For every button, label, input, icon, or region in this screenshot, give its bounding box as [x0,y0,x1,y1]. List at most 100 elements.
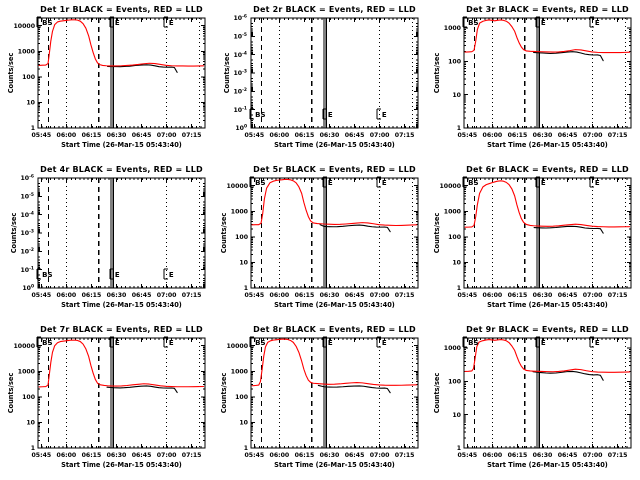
x-tick-label: 07:15 [395,132,415,139]
x-tick-label: 07:00 [370,132,390,139]
annotation-e-1: E [541,339,546,347]
x-tick-label: 06:30 [533,292,553,299]
x-tick-label: 07:15 [608,452,628,459]
y-tick-label: 10-6 [233,14,247,23]
x-tick-label: 05:45 [31,292,51,299]
annotation-e-1-bracket [322,176,327,188]
panel-title: Det 5r BLACK = Events, RED = LLD [253,165,416,174]
y-tick-label: 10-4 [20,210,34,219]
x-tick-label: 06:30 [533,452,553,459]
annotation-e-1: E [328,179,333,187]
x-tick-label: 06:45 [558,292,578,299]
y-tick-label: 10-3 [20,229,34,238]
annotation-e-2-bracket [376,176,381,188]
annotation-e-1-bracket [322,336,327,348]
plot-frame [37,17,206,129]
x-tick-label: 06:00 [57,452,77,459]
x-tick-label: 06:30 [533,132,553,139]
series-events [317,384,391,394]
x-tick-label: 07:00 [157,132,177,139]
y-tick-label: 10 [452,412,461,419]
annotation-e-2: E [382,111,387,119]
x-tick-label: 06:45 [345,132,365,139]
x-tick-label: 06:00 [270,452,290,459]
y-tick-label: 10-5 [20,192,34,201]
x-tick-label: 06:00 [483,132,503,139]
y-tick-label: 10-5 [233,32,247,41]
annotation-e-1-bracket [535,16,540,28]
panel-det-3: Det 3r BLACK = Events, RED = LLD 05:45 06:… [426,0,639,160]
y-tick-label: 1 [457,445,461,452]
annotation-bs: BS [42,271,52,279]
series-lld [38,339,205,388]
y-tick-label: 1000 [444,345,462,352]
x-tick-label: 07:00 [157,292,177,299]
series-lld [464,180,631,228]
y-axis-label: Counts/sec [7,53,15,94]
x-tick-label: 07:15 [182,132,202,139]
annotation-e-2: E [382,179,387,187]
annotation-e-1-bracket [109,268,114,280]
panel-title: Det 1r BLACK = Events, RED = LLD [40,5,203,14]
x-tick-label: 07:00 [157,452,177,459]
y-axis-label: Counts/sec [7,373,15,414]
panel-det-8: Det 8r BLACK = Events, RED = LLD 05:45 06:… [213,320,426,480]
plot-frame [250,337,419,449]
x-tick-label: 07:15 [395,452,415,459]
annotation-e-2-bracket [589,336,594,348]
annotation-e-2-bracket [376,108,381,120]
annotation-bs-bracket [462,16,468,28]
annotation-bs: BS [42,19,52,27]
y-tick-label: 1000 [18,48,36,55]
x-tick-label: 05:45 [244,292,264,299]
x-tick-label: 06:45 [132,292,152,299]
y-tick-label: 10-4 [233,50,247,59]
x-tick-label: 07:15 [608,132,628,139]
y-tick-label: 10 [452,260,461,267]
annotation-e-1-bracket [322,108,327,120]
panel-title: Det 6r BLACK = Events, RED = LLD [466,165,629,174]
y-tick-label: 10000 [13,343,35,350]
y-tick-label: 100 [22,284,34,293]
annotation-e-2-bracket [589,176,594,188]
annotation-e-2-bracket [376,336,381,348]
y-tick-label: 1 [31,125,35,132]
y-tick-label: 1000 [231,208,249,215]
x-axis-label: Start Time (26-Mar-15 05:43:40) [487,461,608,469]
annotation-bs: BS [468,339,478,347]
panel-title: Det 4r BLACK = Events, RED = LLD [40,165,203,174]
x-tick-label: 06:15 [295,452,315,459]
annotation-bs-bracket [462,336,468,348]
x-tick-label: 06:30 [107,292,127,299]
series-events [532,370,604,381]
x-tick-label: 05:45 [244,452,264,459]
x-tick-label: 06:45 [558,132,578,139]
y-tick-label: 10-1 [233,105,247,114]
x-tick-label: 06:00 [270,132,290,139]
annotation-bs-bracket [36,16,42,28]
panel-det-4: Det 4r BLACK = Events, RED = LLD 05:45 06:… [0,160,213,320]
x-tick-label: 06:30 [107,132,127,139]
y-tick-label: 100 [448,379,462,386]
x-axis-label: Start Time (26-Mar-15 05:43:40) [274,141,395,149]
annotation-e-1: E [115,271,120,279]
x-tick-label: 05:45 [31,132,51,139]
annotation-e-1-bracket [535,336,540,348]
x-tick-label: 06:00 [270,292,290,299]
x-tick-label: 06:45 [132,132,152,139]
series-lld [251,178,418,227]
annotation-e-2-bracket [589,16,594,28]
plot-frame [250,177,419,289]
x-tick-label: 06:15 [295,292,315,299]
y-tick-label: 10 [239,260,248,267]
x-tick-label: 06:00 [483,452,503,459]
y-tick-label: 10000 [439,183,461,190]
series-events [533,51,604,62]
x-tick-label: 07:15 [182,452,202,459]
y-tick-label: 100 [235,124,247,133]
annotation-e-1: E [328,111,333,119]
x-tick-label: 07:00 [583,292,603,299]
annotation-e-2: E [595,19,600,27]
x-tick-label: 06:30 [320,132,340,139]
x-tick-label: 06:00 [57,132,77,139]
